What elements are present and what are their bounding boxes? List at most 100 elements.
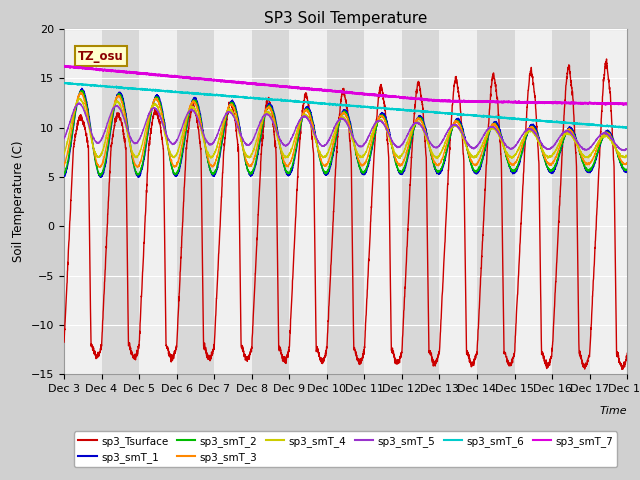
- sp3_smT_3: [623, 162, 631, 168]
- Bar: [364, 29, 402, 374]
- sp3_Tsurface: [603, 56, 611, 62]
- sp3_smT_6: [218, 93, 225, 98]
- Bar: [252, 29, 289, 374]
- sp3_smT_3: [181, 126, 189, 132]
- Text: TZ_osu: TZ_osu: [78, 50, 124, 63]
- sp3_smT_7: [401, 95, 408, 101]
- sp3_smT_4: [76, 96, 83, 101]
- sp3_smT_1: [97, 174, 105, 180]
- sp3_smT_2: [401, 163, 409, 169]
- sp3_smT_4: [434, 156, 442, 161]
- Bar: [327, 29, 364, 374]
- sp3_Tsurface: [623, 350, 631, 356]
- Bar: [515, 29, 552, 374]
- sp3_smT_3: [60, 163, 68, 169]
- sp3_Tsurface: [570, 111, 577, 117]
- sp3_smT_6: [411, 108, 419, 113]
- sp3_smT_5: [623, 146, 631, 152]
- sp3_smT_4: [411, 122, 419, 128]
- sp3_smT_7: [570, 100, 578, 106]
- sp3_smT_2: [623, 167, 631, 173]
- sp3_smT_2: [623, 167, 631, 173]
- sp3_Tsurface: [218, 198, 225, 204]
- sp3_smT_6: [623, 124, 631, 130]
- sp3_smT_7: [602, 102, 609, 108]
- sp3_smT_3: [570, 133, 578, 139]
- sp3_smT_7: [181, 74, 189, 80]
- sp3_smT_6: [623, 125, 631, 131]
- Legend: sp3_Tsurface, sp3_smT_1, sp3_smT_2, sp3_smT_3, sp3_smT_4, sp3_smT_5, sp3_smT_6, : sp3_Tsurface, sp3_smT_1, sp3_smT_2, sp3_…: [74, 432, 618, 467]
- sp3_smT_6: [401, 107, 408, 113]
- Line: sp3_smT_7: sp3_smT_7: [64, 66, 627, 105]
- sp3_smT_7: [623, 102, 631, 108]
- sp3_smT_1: [218, 142, 225, 148]
- sp3_smT_5: [60, 136, 68, 142]
- sp3_smT_7: [60, 63, 68, 69]
- sp3_smT_4: [218, 126, 225, 132]
- Line: sp3_smT_2: sp3_smT_2: [64, 91, 627, 176]
- sp3_Tsurface: [181, 178, 189, 183]
- sp3_smT_1: [623, 169, 631, 175]
- Line: sp3_smT_6: sp3_smT_6: [64, 83, 627, 128]
- Bar: [64, 29, 102, 374]
- sp3_smT_6: [181, 90, 189, 96]
- sp3_smT_4: [401, 146, 408, 152]
- sp3_smT_7: [60, 63, 68, 69]
- sp3_smT_5: [411, 120, 419, 126]
- sp3_smT_5: [570, 134, 578, 140]
- sp3_Tsurface: [623, 352, 631, 358]
- sp3_smT_3: [401, 155, 409, 160]
- Line: sp3_Tsurface: sp3_Tsurface: [64, 59, 627, 369]
- sp3_smT_6: [570, 120, 578, 126]
- sp3_smT_4: [181, 121, 189, 127]
- sp3_smT_4: [570, 136, 578, 142]
- sp3_smT_1: [570, 130, 578, 136]
- sp3_smT_5: [401, 137, 408, 143]
- sp3_smT_3: [218, 132, 225, 138]
- sp3_smT_3: [623, 160, 631, 166]
- Bar: [440, 29, 477, 374]
- sp3_smT_2: [411, 124, 419, 130]
- Line: sp3_smT_1: sp3_smT_1: [64, 88, 627, 177]
- sp3_smT_4: [623, 153, 631, 159]
- Bar: [627, 29, 640, 374]
- Bar: [402, 29, 440, 374]
- sp3_smT_1: [623, 169, 631, 175]
- sp3_smT_7: [218, 78, 225, 84]
- sp3_smT_2: [78, 88, 86, 94]
- Line: sp3_smT_4: sp3_smT_4: [64, 98, 627, 158]
- sp3_smT_7: [411, 96, 419, 102]
- sp3_smT_1: [401, 166, 409, 171]
- Bar: [289, 29, 327, 374]
- sp3_smT_5: [623, 146, 631, 152]
- sp3_smT_6: [63, 80, 70, 85]
- sp3_Tsurface: [60, 339, 68, 345]
- Bar: [214, 29, 252, 374]
- Bar: [589, 29, 627, 374]
- sp3_smT_1: [411, 123, 419, 129]
- Bar: [139, 29, 177, 374]
- sp3_smT_5: [181, 117, 189, 122]
- sp3_smT_2: [218, 141, 225, 146]
- Text: Time: Time: [600, 406, 627, 416]
- sp3_smT_3: [76, 89, 84, 95]
- sp3_smT_1: [78, 85, 86, 91]
- sp3_smT_6: [60, 81, 68, 86]
- sp3_Tsurface: [618, 366, 626, 372]
- sp3_smT_3: [97, 165, 104, 170]
- Line: sp3_smT_3: sp3_smT_3: [64, 92, 627, 168]
- sp3_smT_5: [218, 121, 225, 127]
- Bar: [552, 29, 589, 374]
- sp3_smT_1: [60, 173, 68, 179]
- sp3_smT_6: [622, 125, 630, 131]
- sp3_smT_2: [97, 173, 104, 179]
- sp3_smT_1: [181, 136, 189, 142]
- sp3_Tsurface: [410, 110, 418, 116]
- Line: sp3_smT_5: sp3_smT_5: [64, 103, 627, 151]
- sp3_smT_2: [181, 133, 189, 139]
- Bar: [177, 29, 214, 374]
- sp3_smT_4: [60, 151, 68, 156]
- Y-axis label: Soil Temperature (C): Soil Temperature (C): [12, 141, 26, 263]
- sp3_smT_5: [620, 148, 628, 154]
- sp3_smT_3: [411, 121, 419, 127]
